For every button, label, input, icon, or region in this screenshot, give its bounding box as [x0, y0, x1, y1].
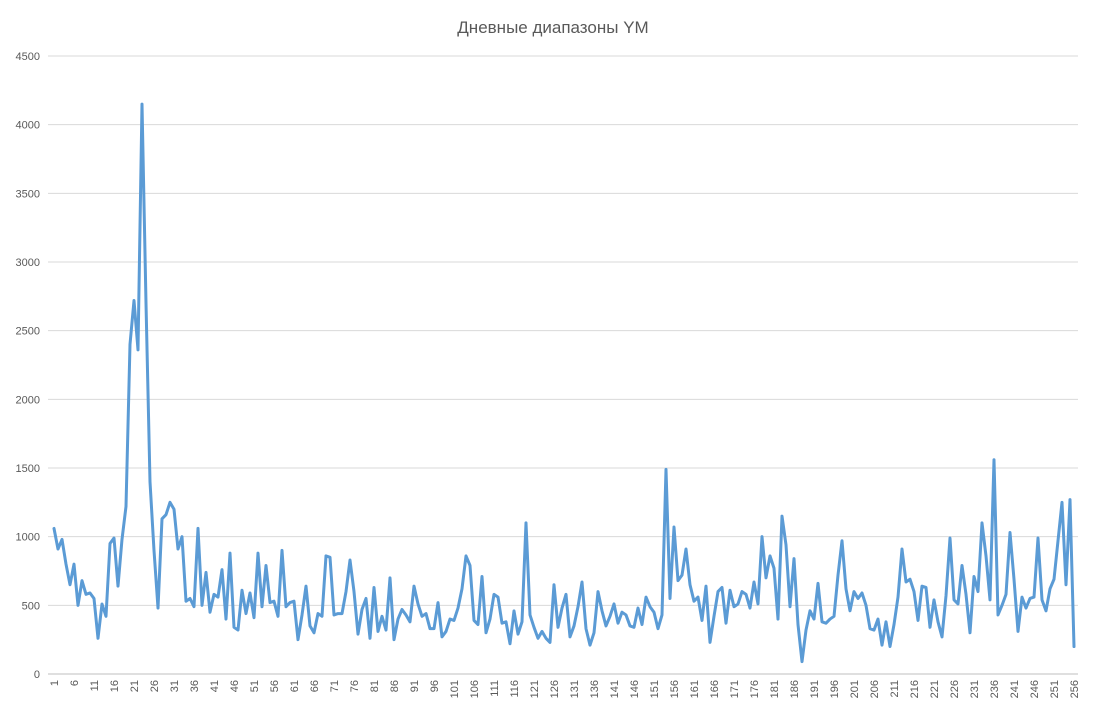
x-tick-label: 206: [869, 680, 881, 698]
x-tick-label: 116: [509, 680, 521, 698]
x-tick-label: 51: [249, 680, 261, 692]
y-tick-label: 2000: [16, 394, 40, 406]
y-tick-label: 2500: [16, 326, 40, 338]
x-tick-label: 226: [949, 680, 961, 698]
x-tick-label: 121: [529, 680, 541, 698]
x-tick-label: 166: [709, 680, 721, 698]
x-tick-label: 156: [669, 680, 681, 698]
x-tick-label: 191: [809, 680, 821, 698]
x-tick-label: 196: [829, 680, 841, 698]
x-tick-label: 126: [549, 680, 561, 698]
y-tick-label: 500: [22, 600, 40, 612]
x-tick-label: 161: [689, 680, 701, 698]
x-tick-label: 76: [349, 680, 361, 692]
x-tick-label: 141: [609, 680, 621, 698]
y-tick-label: 1000: [16, 532, 40, 544]
x-tick-label: 236: [989, 680, 1001, 698]
x-tick-label: 251: [1049, 680, 1061, 698]
x-tick-label: 11: [89, 680, 101, 691]
x-tick-label: 16: [109, 680, 121, 692]
x-tick-label: 201: [849, 680, 861, 698]
x-tick-label: 211: [889, 680, 901, 698]
x-tick-label: 61: [289, 680, 301, 692]
x-tick-label: 216: [909, 680, 921, 698]
x-tick-label: 106: [469, 680, 481, 698]
x-tick-label: 31: [169, 680, 181, 692]
x-tick-label: 81: [369, 680, 381, 692]
data-line: [52, 102, 1076, 664]
x-tick-label: 171: [729, 680, 741, 698]
y-tick-label: 3500: [16, 188, 40, 200]
x-tick-label: 1: [49, 680, 61, 686]
x-tick-label: 21: [129, 680, 141, 692]
x-tick-label: 246: [1029, 680, 1041, 698]
x-tick-label: 86: [389, 680, 401, 692]
x-tick-label: 96: [429, 680, 441, 692]
x-tick-label: 46: [229, 680, 241, 692]
x-tick-label: 101: [449, 680, 461, 698]
x-tick-label: 241: [1009, 680, 1021, 698]
x-tick-label: 91: [409, 680, 421, 692]
y-tick-label: 4000: [16, 120, 40, 132]
x-tick-label: 56: [269, 680, 281, 692]
x-tick-label: 6: [69, 680, 81, 686]
x-tick-label: 131: [569, 680, 581, 698]
x-tick-label: 66: [309, 680, 321, 692]
x-tick-label: 181: [769, 680, 781, 698]
y-tick-label: 3000: [16, 257, 40, 269]
x-tick-label: 71: [329, 680, 341, 692]
x-tick-label: 256: [1069, 680, 1081, 698]
x-tick-label: 186: [789, 680, 801, 698]
x-tick-label: 36: [189, 680, 201, 692]
chart-title: Дневные диапазоны YM: [457, 18, 648, 37]
y-tick-label: 1500: [16, 463, 40, 475]
x-tick-label: 26: [149, 680, 161, 692]
y-tick-label: 0: [34, 669, 40, 681]
x-tick-label: 111: [489, 680, 501, 697]
x-tick-label: 136: [589, 680, 601, 698]
y-tick-label: 4500: [16, 51, 40, 63]
x-tick-label: 231: [969, 680, 981, 698]
x-tick-label: 146: [629, 680, 641, 698]
x-tick-label: 221: [929, 680, 941, 698]
x-tick-label: 176: [749, 680, 761, 698]
x-tick-label: 151: [649, 680, 661, 698]
x-tick-label: 41: [209, 680, 221, 692]
